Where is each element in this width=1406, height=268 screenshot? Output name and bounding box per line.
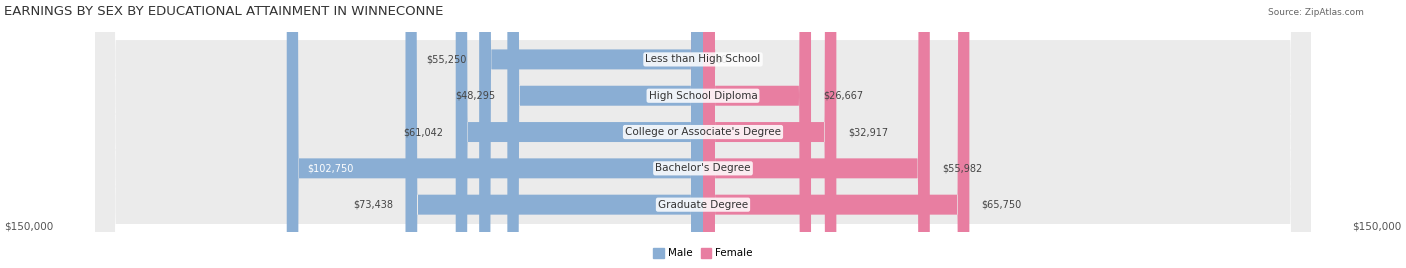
FancyBboxPatch shape bbox=[703, 0, 837, 268]
FancyBboxPatch shape bbox=[96, 0, 1310, 268]
Text: $32,917: $32,917 bbox=[848, 127, 889, 137]
FancyBboxPatch shape bbox=[96, 0, 1310, 268]
FancyBboxPatch shape bbox=[703, 0, 969, 268]
Text: Graduate Degree: Graduate Degree bbox=[658, 200, 748, 210]
Text: College or Associate's Degree: College or Associate's Degree bbox=[626, 127, 780, 137]
Text: $73,438: $73,438 bbox=[353, 200, 394, 210]
FancyBboxPatch shape bbox=[690, 0, 716, 268]
Legend: Male, Female: Male, Female bbox=[650, 244, 756, 263]
Text: $55,982: $55,982 bbox=[942, 163, 983, 173]
Text: $150,000: $150,000 bbox=[1353, 222, 1402, 232]
FancyBboxPatch shape bbox=[703, 0, 929, 268]
Text: $0: $0 bbox=[716, 54, 727, 64]
Text: $55,250: $55,250 bbox=[426, 54, 467, 64]
Text: $102,750: $102,750 bbox=[307, 163, 353, 173]
FancyBboxPatch shape bbox=[405, 0, 703, 268]
Text: $150,000: $150,000 bbox=[4, 222, 53, 232]
FancyBboxPatch shape bbox=[456, 0, 703, 268]
FancyBboxPatch shape bbox=[703, 0, 811, 268]
FancyBboxPatch shape bbox=[96, 0, 1310, 268]
FancyBboxPatch shape bbox=[287, 0, 703, 268]
Text: EARNINGS BY SEX BY EDUCATIONAL ATTAINMENT IN WINNECONNE: EARNINGS BY SEX BY EDUCATIONAL ATTAINMEN… bbox=[4, 5, 443, 18]
Text: Less than High School: Less than High School bbox=[645, 54, 761, 64]
Text: $65,750: $65,750 bbox=[981, 200, 1022, 210]
Text: Bachelor's Degree: Bachelor's Degree bbox=[655, 163, 751, 173]
FancyBboxPatch shape bbox=[508, 0, 703, 268]
Text: High School Diploma: High School Diploma bbox=[648, 91, 758, 101]
Text: $61,042: $61,042 bbox=[404, 127, 443, 137]
Text: $48,295: $48,295 bbox=[456, 91, 495, 101]
FancyBboxPatch shape bbox=[96, 0, 1310, 268]
FancyBboxPatch shape bbox=[479, 0, 703, 268]
Text: $26,667: $26,667 bbox=[823, 91, 863, 101]
FancyBboxPatch shape bbox=[96, 0, 1310, 268]
Text: Source: ZipAtlas.com: Source: ZipAtlas.com bbox=[1268, 8, 1364, 17]
